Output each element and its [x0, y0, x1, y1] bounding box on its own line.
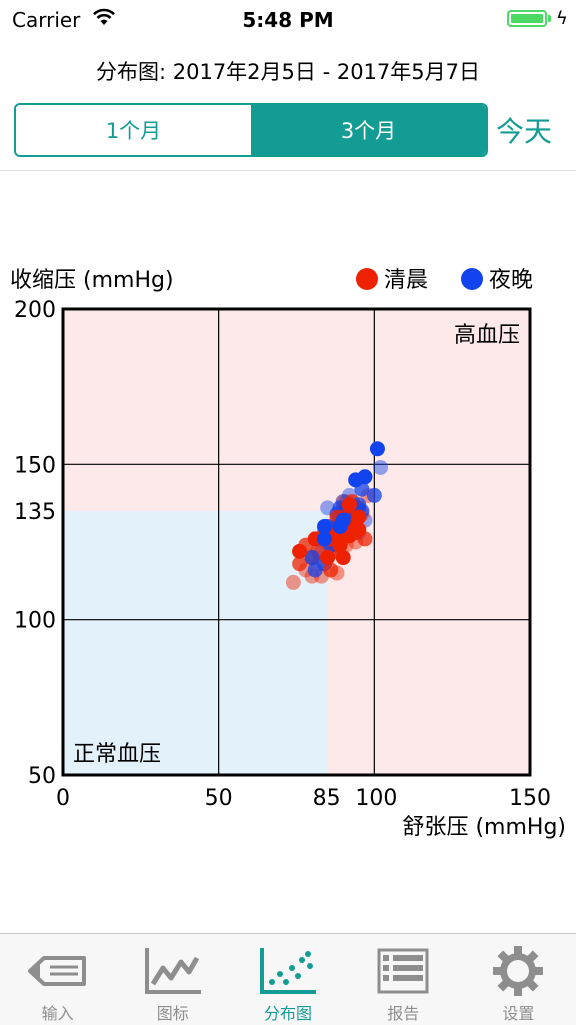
- tab-distribution-label: 分布图: [264, 1004, 313, 1023]
- morning-point-62: [348, 518, 364, 534]
- today-button[interactable]: 今天: [496, 115, 553, 148]
- x-tick-label-85: 85: [313, 786, 341, 811]
- line-graph-icon: [144, 948, 201, 994]
- tab-settings-label: 设置: [502, 1004, 535, 1023]
- morning-point-1: [292, 556, 308, 572]
- scatter-plot-icon: [260, 948, 316, 994]
- tab-report-label: 报告: [387, 1004, 420, 1023]
- evening-point-18: [369, 441, 385, 457]
- morning-point-14: [323, 562, 339, 578]
- hypertension-zone-label: 高血压: [454, 323, 520, 348]
- distribution-chart: 高血压 正常血压 50 100 135 150 200 0 50 85 100 150 收缩压 (mmH…: [0, 171, 576, 933]
- y-tick-label-200: 200: [14, 298, 56, 323]
- carrier-label: Carrier: [12, 8, 81, 32]
- x-tick-label-150: 150: [509, 786, 551, 811]
- legend-evening-dot: [461, 268, 483, 290]
- plot-frame: [61, 307, 532, 777]
- charging-bolt-icon: ϟ: [556, 8, 568, 29]
- morning-point-67: [332, 537, 348, 553]
- gear-icon: [493, 946, 544, 996]
- x-tick-label-100: 100: [355, 786, 397, 811]
- battery-icon: [507, 10, 547, 27]
- y-tick-label-150: 150: [14, 453, 56, 478]
- evening-point-33: [317, 531, 333, 547]
- tab-settings[interactable]: 设置: [461, 934, 576, 1025]
- legend-morning-label: 清晨: [384, 268, 428, 293]
- y-tick-label-100: 100: [14, 609, 56, 634]
- evening-point-3: [317, 518, 333, 534]
- date-range-title: 分布图: 2017年2月5日 - 2017年5月7日: [95, 60, 480, 84]
- evening-point-20: [307, 562, 323, 578]
- tab-input-label: 输入: [41, 1004, 74, 1023]
- list-report-icon: [377, 948, 429, 994]
- x-tick-label-0: 0: [56, 786, 70, 811]
- morning-point-47: [341, 497, 357, 513]
- normal-zone: [63, 510, 328, 775]
- tab-report[interactable]: 报告: [346, 934, 461, 1025]
- morning-point-22: [335, 550, 351, 566]
- tab-bar: 输入 图标 分布图 报告: [0, 933, 576, 1025]
- evening-point-28: [357, 469, 373, 485]
- x-axis-label: 舒张压 (mmHg): [402, 815, 566, 840]
- normal-zone-label: 正常血压: [73, 742, 161, 767]
- tab-graph-label: 图标: [156, 1004, 189, 1023]
- evening-point-0: [304, 550, 320, 566]
- y-tick-label-50: 50: [28, 764, 56, 789]
- segment-1-month[interactable]: 1个月: [16, 105, 251, 155]
- x-tick-label-50: 50: [205, 786, 233, 811]
- status-time: 5:48 PM: [242, 8, 334, 32]
- period-segmented-control: 1个月 3个月: [14, 103, 488, 157]
- battery-nub: [548, 15, 551, 22]
- y-tick-label-135: 135: [14, 500, 56, 525]
- morning-point-0: [285, 574, 301, 590]
- tab-input[interactable]: 输入: [0, 934, 115, 1025]
- evening-point-17: [366, 487, 382, 503]
- segment-3-months[interactable]: 3个月: [251, 105, 486, 155]
- y-axis-label: 收缩压 (mmHg): [10, 268, 174, 293]
- tab-distribution[interactable]: 分布图: [230, 934, 345, 1025]
- legend-morning-dot: [356, 268, 378, 290]
- evening-point-23: [335, 512, 351, 528]
- pencil-input-icon: [27, 956, 86, 986]
- morning-point-2: [292, 543, 308, 559]
- wifi-icon: [93, 8, 115, 25]
- tab-graph[interactable]: 图标: [115, 934, 230, 1025]
- evening-point-19: [373, 459, 389, 475]
- status-bar: Carrier 5:48 PM ϟ: [0, 0, 576, 40]
- morning-point-12: [320, 550, 336, 566]
- legend-evening-label: 夜晚: [489, 268, 533, 293]
- header-divider: [0, 170, 576, 171]
